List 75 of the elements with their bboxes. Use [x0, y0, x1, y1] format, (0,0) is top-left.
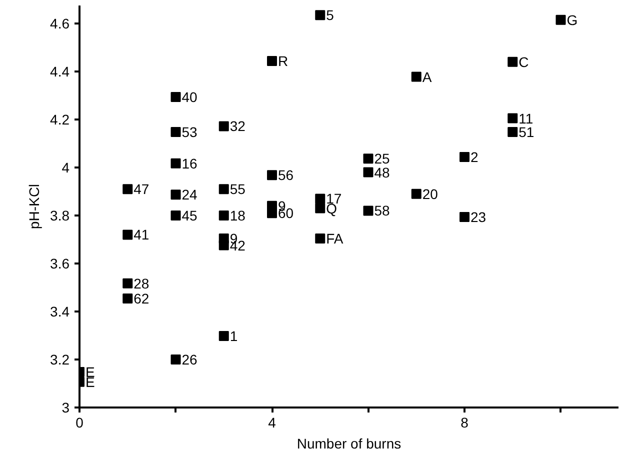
annotation: 24 — [182, 186, 198, 203]
annotation: 5 — [326, 7, 334, 24]
y-tick-label: 4.6 — [50, 16, 70, 32]
annotation: 16 — [182, 155, 198, 172]
point — [508, 56, 518, 67]
point — [122, 230, 133, 240]
annotation: 53 — [182, 124, 198, 140]
point — [267, 170, 277, 180]
point — [218, 210, 229, 220]
y-tick-label: 4 — [62, 160, 70, 176]
annotation: 47 — [134, 181, 150, 198]
annotation: 18 — [230, 208, 246, 224]
point — [218, 240, 229, 250]
annotation: 11 — [518, 110, 534, 126]
y-tick-label: 4.4 — [50, 64, 70, 80]
annotation: 45 — [182, 208, 198, 224]
annotation: 28 — [134, 275, 150, 292]
annotation: A — [422, 68, 432, 85]
point — [363, 167, 374, 178]
point — [508, 126, 518, 137]
annotation: 62 — [134, 290, 150, 307]
annotation: 20 — [422, 186, 438, 202]
point — [508, 113, 518, 124]
point — [411, 72, 422, 82]
point — [460, 152, 470, 162]
annotation: 51 — [518, 124, 534, 140]
annotation: 25 — [374, 150, 390, 167]
annotation: 41 — [134, 226, 150, 243]
annotation: 58 — [374, 202, 390, 219]
y-tick-label: 3 — [62, 400, 70, 416]
annotation: FA — [326, 230, 344, 247]
point — [363, 206, 374, 216]
y-axis-title: pH-KCl — [26, 184, 42, 230]
point — [267, 56, 277, 66]
point — [170, 210, 181, 220]
annotation: 2 — [470, 148, 478, 165]
x-tick-label: 8 — [460, 414, 469, 430]
point — [170, 92, 181, 102]
point — [315, 194, 326, 204]
annotation: 1 — [230, 328, 238, 344]
point — [556, 14, 566, 25]
annotation: C — [518, 54, 529, 70]
y-tick-label: 3.8 — [50, 208, 70, 224]
annotation: G — [566, 12, 578, 28]
point — [460, 212, 470, 222]
y-tick-label: 3.2 — [50, 352, 70, 368]
point — [122, 294, 133, 304]
annotation: 32 — [230, 118, 246, 134]
annotation: R — [278, 52, 288, 69]
annotation: 56 — [278, 167, 294, 184]
point — [170, 190, 181, 200]
point — [218, 330, 229, 341]
point — [218, 121, 229, 132]
y-tick-label: 3.6 — [50, 256, 70, 272]
annotation: 26 — [182, 352, 198, 368]
point — [170, 354, 181, 364]
point — [363, 154, 374, 164]
point — [170, 158, 181, 168]
annotation: 40 — [182, 88, 198, 105]
x-tick-label: 4 — [268, 414, 276, 430]
point — [315, 203, 326, 214]
y-tick-label: 4.2 — [50, 112, 70, 128]
point — [315, 234, 326, 244]
point — [315, 10, 326, 20]
annotation: 23 — [470, 208, 486, 225]
point — [218, 184, 229, 194]
annotation: 48 — [374, 164, 390, 180]
x-axis-title: Number of burns — [296, 436, 402, 452]
point — [122, 184, 133, 194]
point — [411, 188, 422, 199]
annotation: 55 — [230, 181, 246, 198]
y-tick-label: 3.4 — [50, 304, 70, 320]
point — [122, 278, 133, 288]
point — [170, 126, 181, 137]
x-tick-label: 0 — [76, 414, 84, 430]
